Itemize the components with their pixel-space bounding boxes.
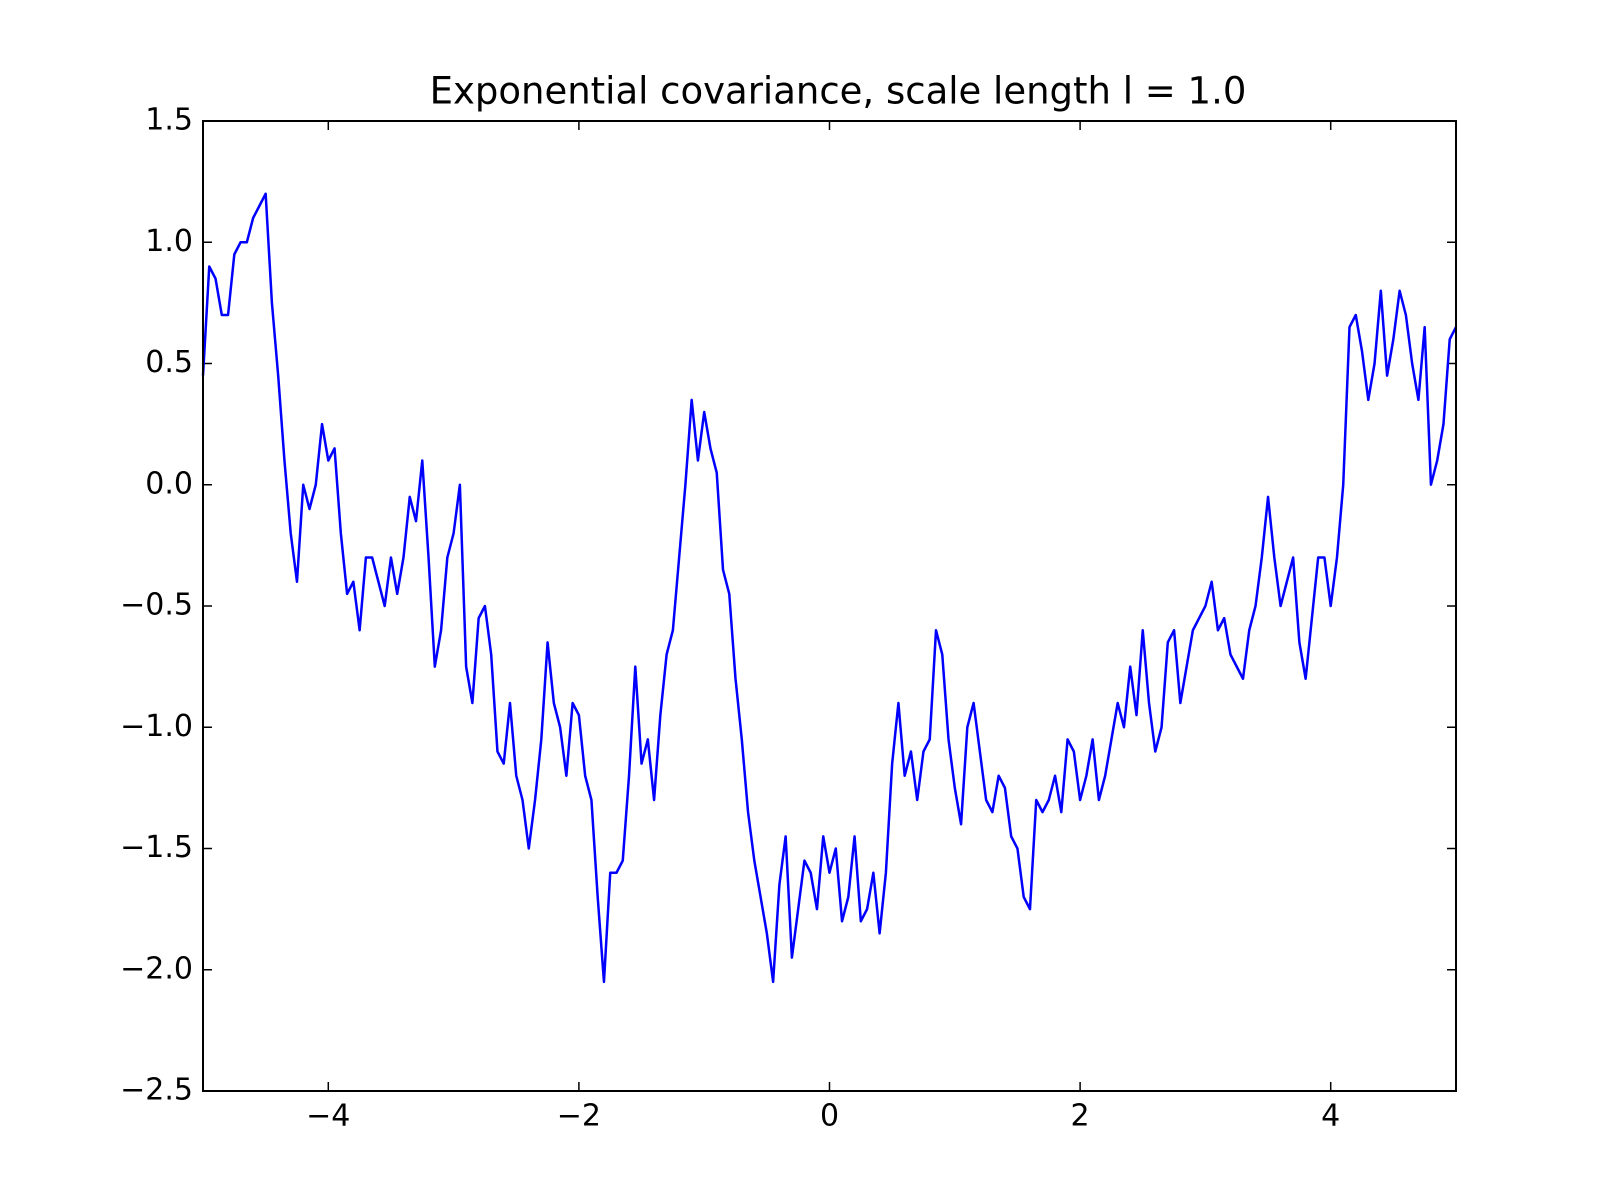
y-tick-label: −1.0 (120, 709, 193, 744)
x-tick-label: −4 (306, 1099, 350, 1134)
x-tick-label: 2 (1071, 1099, 1090, 1134)
y-tick-label: 1.5 (145, 103, 193, 138)
x-tick-label: 4 (1321, 1099, 1340, 1134)
y-tick-label: −2.5 (120, 1073, 193, 1108)
chart-title: Exponential covariance, scale length l =… (430, 70, 1247, 113)
y-tick-label: −1.5 (120, 830, 193, 865)
y-tick-label: 0.0 (145, 466, 193, 501)
x-tick-label: 0 (820, 1099, 839, 1134)
y-tick-label: 0.5 (145, 345, 193, 380)
y-tick-label: −0.5 (120, 588, 193, 623)
y-tick-label: −2.0 (120, 951, 193, 986)
y-tick-label: 1.0 (145, 224, 193, 259)
plot-frame (202, 120, 1457, 1092)
data-line (201, 192, 1458, 984)
x-tick-label: −2 (557, 1099, 601, 1134)
